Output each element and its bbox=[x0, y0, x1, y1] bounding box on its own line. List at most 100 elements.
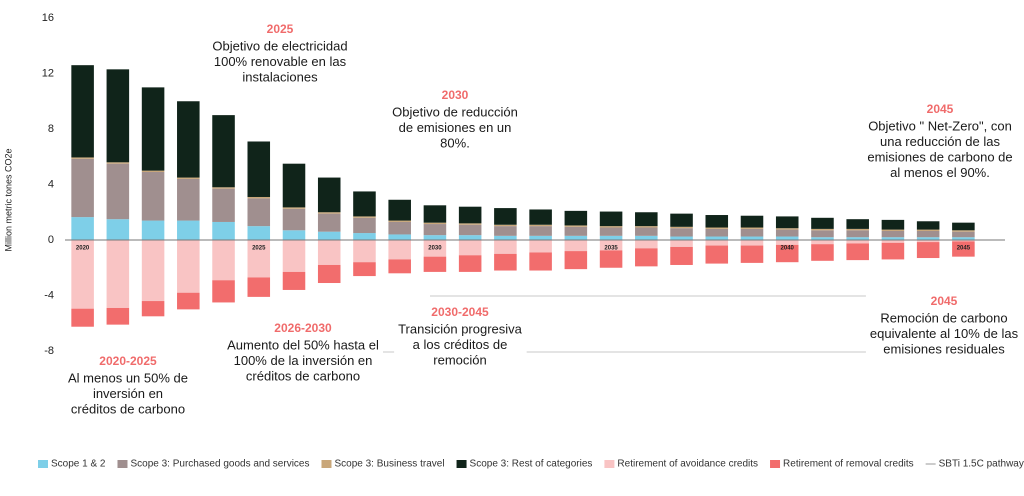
bar-segment bbox=[494, 224, 517, 227]
bar-segment bbox=[388, 220, 411, 222]
y-tick-label: -8 bbox=[44, 345, 54, 357]
bar-segment bbox=[775, 216, 799, 229]
legend-label: Scope 3: Rest of categories bbox=[470, 459, 593, 470]
bar-segment bbox=[811, 217, 834, 229]
bar-segment bbox=[353, 191, 376, 217]
bar-segment bbox=[811, 240, 834, 245]
annotation-text: Aumento del 50% hasta el bbox=[227, 337, 379, 352]
bar-segment bbox=[775, 228, 799, 230]
annotation-text: de emisiones en un bbox=[399, 120, 512, 135]
annotation-text: equivalente al 10% de las bbox=[870, 326, 1019, 341]
bar-segment bbox=[106, 219, 130, 240]
bar-segment bbox=[106, 162, 130, 164]
bar-segment bbox=[916, 229, 940, 231]
bar-segment bbox=[529, 252, 552, 271]
y-tick-label: 8 bbox=[48, 123, 54, 135]
bar-segment bbox=[740, 245, 764, 263]
bar-segment bbox=[388, 240, 411, 260]
bar-segment bbox=[846, 230, 869, 238]
bar-segment bbox=[71, 157, 94, 159]
bar-segment bbox=[670, 236, 693, 240]
bar-segment bbox=[458, 255, 482, 272]
annotation-text: Objetivo " Net-Zero", con bbox=[868, 118, 1012, 133]
annotation-text: Objetivo de reducción bbox=[392, 104, 518, 119]
x-tick-label: 2030 bbox=[428, 246, 442, 252]
bar-segment bbox=[952, 237, 975, 240]
bar-segment bbox=[846, 237, 869, 240]
annotation-bg bbox=[208, 20, 352, 87]
bar-segment bbox=[71, 158, 94, 218]
bar-segment bbox=[916, 230, 940, 238]
bar-segment bbox=[106, 163, 130, 220]
bar-segment bbox=[916, 237, 940, 240]
bar-segment bbox=[388, 259, 411, 274]
bar-segment bbox=[177, 220, 200, 240]
bar-segment bbox=[353, 240, 376, 263]
bar-segment bbox=[423, 205, 447, 223]
annotation-text: inversión en bbox=[93, 386, 163, 401]
bar-segment bbox=[317, 177, 341, 213]
annotation-text: 100% de la inversión en bbox=[234, 353, 373, 368]
bar-segment bbox=[670, 226, 693, 229]
bar-segment bbox=[247, 198, 271, 227]
bar-segment bbox=[282, 240, 306, 272]
bar-segment bbox=[952, 241, 975, 257]
bar-segment bbox=[212, 240, 235, 281]
bar-segment bbox=[599, 227, 623, 236]
bar-segment bbox=[317, 240, 341, 265]
bar-segment bbox=[705, 227, 729, 229]
bar-segment bbox=[599, 240, 623, 251]
bar-segment bbox=[177, 292, 200, 310]
bar-segment bbox=[458, 223, 482, 225]
annotation-text: Transición progresiva bbox=[398, 321, 523, 336]
bar-segment bbox=[423, 222, 447, 225]
bar-segment bbox=[846, 243, 869, 261]
annotation-text: al menos el 90%. bbox=[890, 165, 990, 180]
bar-segment bbox=[811, 237, 834, 240]
bar-segment bbox=[881, 219, 905, 230]
y-axis-label: Million metric tones CO2e bbox=[3, 148, 13, 251]
bar-segment bbox=[212, 221, 235, 240]
annotation-year: 2045 bbox=[927, 102, 954, 116]
annotation-year: 2030 bbox=[442, 88, 469, 102]
bar-segment bbox=[212, 187, 235, 189]
bar-segment bbox=[635, 240, 658, 249]
bar-segment bbox=[952, 240, 975, 242]
bar-segment bbox=[141, 172, 165, 221]
annotation-text: a los créditos de bbox=[413, 337, 508, 352]
bar-segment bbox=[564, 210, 588, 226]
bar-segment bbox=[247, 141, 271, 197]
bar-segment bbox=[458, 240, 482, 256]
bar-segment bbox=[599, 211, 623, 227]
annotation-text: Remoción de carbono bbox=[880, 310, 1007, 325]
bar-segment bbox=[141, 87, 165, 171]
legend-label: Retirement of removal credits bbox=[783, 459, 914, 470]
legend-swatch bbox=[38, 460, 48, 468]
bar-segment bbox=[705, 236, 729, 240]
bar-segment bbox=[71, 217, 94, 240]
bar-segment bbox=[423, 240, 447, 257]
annotation-year: 2020-2025 bbox=[99, 354, 157, 368]
legend-swatch bbox=[117, 460, 128, 468]
bar-segment bbox=[71, 240, 94, 309]
bar-segment bbox=[740, 236, 764, 240]
bar-segment bbox=[141, 301, 165, 317]
bar-segment bbox=[599, 226, 623, 228]
bar-segment bbox=[740, 227, 764, 229]
bar-segment bbox=[71, 308, 94, 327]
annotation-text: 80%. bbox=[440, 135, 470, 150]
bar-segment bbox=[564, 235, 588, 240]
bar-segment bbox=[881, 230, 905, 238]
legend-swatch bbox=[321, 460, 332, 468]
bar-segment bbox=[529, 224, 552, 227]
annotation-year: 2045 bbox=[931, 294, 958, 308]
bar-segment bbox=[494, 226, 517, 236]
bar-segment bbox=[740, 240, 764, 246]
annotation-year: 2025 bbox=[267, 22, 294, 36]
bar-segment bbox=[811, 230, 834, 238]
bar-segment bbox=[705, 245, 729, 264]
bar-segment bbox=[916, 221, 940, 230]
bar-segment bbox=[599, 250, 623, 268]
annotation-text: emisiones de carbono de bbox=[867, 149, 1012, 164]
